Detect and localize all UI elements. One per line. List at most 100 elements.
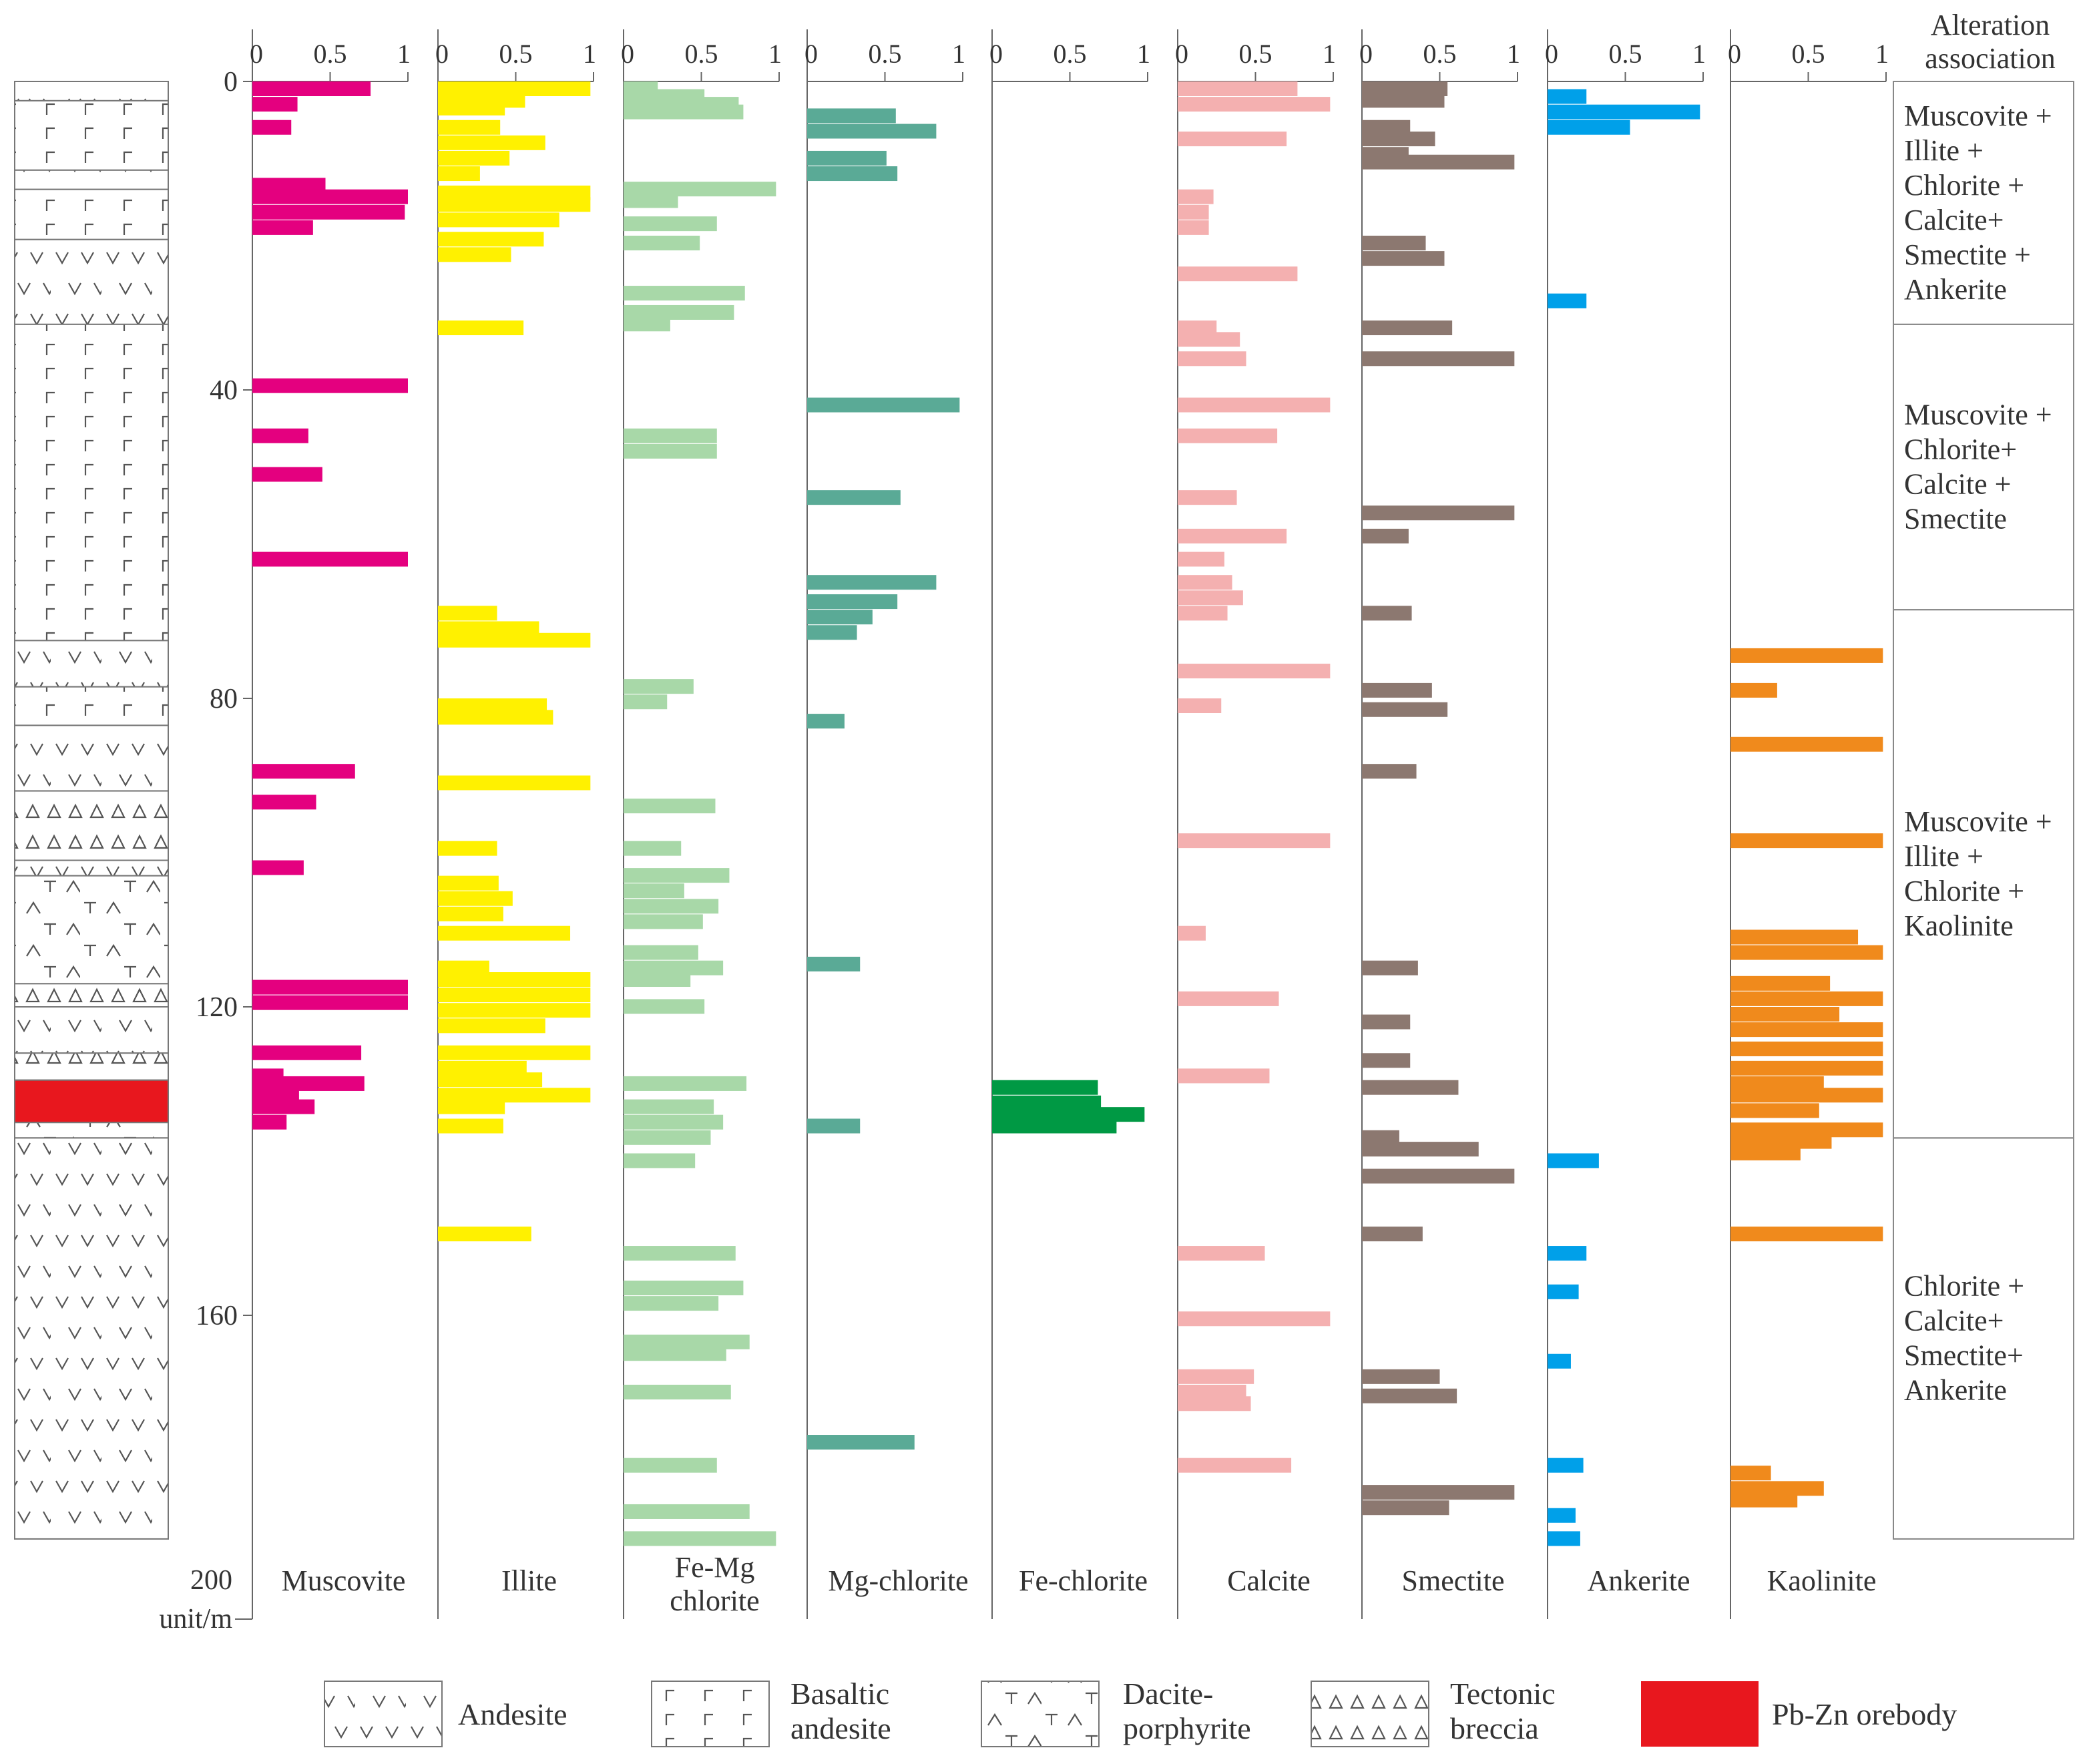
bar-mg-chlorite [807,956,861,971]
bar-kaolinite [1730,1481,1824,1496]
bar-illite [438,1018,545,1034]
bar-fe-mg-chlorite [624,1296,719,1311]
bar-smectite [1362,132,1435,147]
alteration-association-text: Chlorite + [1904,1270,2024,1303]
x-tick-label: 0 [989,39,1003,69]
x-tick-label: 1 [1323,39,1336,69]
bar-smectite [1362,682,1432,698]
bar-mg-chlorite [807,575,937,590]
bar-calcite [1178,220,1209,235]
alteration-association-text: Kaolinite [1904,909,2014,942]
bar-kaolinite [1730,975,1831,991]
alteration-association-text: Muscovite + [1904,99,2052,132]
x-tick-label: 1 [1875,39,1889,69]
bar-muscovite [252,120,292,135]
bar-illite [438,320,524,336]
column-label: Illite [501,1564,557,1597]
bar-smectite [1362,1053,1411,1068]
depth-axis-unit-label: unit/m [159,1604,232,1634]
bar-illite [438,135,545,150]
bar-fe-chlorite [992,1107,1145,1122]
bar-calcite [1178,1384,1246,1399]
bar-calcite [1178,397,1331,413]
bar-ankerite [1548,104,1700,120]
bar-muscovite [252,1088,299,1103]
bar-illite [438,606,497,621]
lithology-segment-dacite-porphyrite [14,1122,169,1139]
bar-kaolinite [1730,1088,1883,1103]
bar-smectite [1362,1369,1440,1384]
lithology-segment-andesite [14,1137,169,1540]
x-tick-label: 1 [768,39,782,69]
bar-mg-chlorite [807,150,887,166]
lithology-segment-andesite [14,859,169,877]
bar-fe-mg-chlorite [624,914,703,929]
alteration-association-box [1893,323,2074,611]
bar-ankerite [1548,293,1587,308]
bar-kaolinite [1730,1007,1840,1022]
bar-kaolinite [1730,1041,1883,1056]
bar-illite [438,972,591,987]
bar-calcite [1178,490,1237,505]
bar-fe-mg-chlorite [624,1346,726,1361]
bar-kaolinite [1730,1103,1819,1118]
lithology-segment-andesite [14,640,169,688]
column-label: Kaolinite [1767,1564,1877,1597]
bar-fe-mg-chlorite [624,679,694,694]
x-tick-label: 0 [1545,39,1558,69]
panel-smectite: 0 0.5 1 Smectite [1359,29,1520,1619]
bar-muscovite [252,178,326,193]
depth-tick-label: 80 [210,684,238,714]
bar-mg-chlorite [807,610,873,625]
bar-fe-mg-chlorite [624,1281,744,1296]
lithology-segment-dacite-porphyrite [14,875,169,985]
bar-calcite [1178,552,1224,567]
lithology-segment-andesite [14,169,169,190]
alteration-association-text: Calcite + [1904,468,2011,501]
bar-calcite [1178,1458,1292,1473]
bar-illite [438,775,591,791]
bar-illite [438,100,505,116]
bar-illite [438,1227,531,1242]
bar-smectite [1362,960,1418,975]
alteration-association-text: Chlorite + [1904,875,2024,907]
bar-fe-mg-chlorite [624,960,724,975]
bar-fe-mg-chlorite [624,1246,736,1261]
bar-calcite [1178,81,1298,96]
bar-muscovite [252,1114,287,1130]
bar-illite [438,81,591,96]
lithology-segment-basaltic-andesite [14,323,169,642]
bar-calcite [1178,320,1217,336]
lithology-segment-andesite [14,724,169,792]
bar-fe-mg-chlorite [624,216,717,232]
bar-fe-mg-chlorite [624,428,717,443]
bar-calcite [1178,132,1287,147]
bar-fe-mg-chlorite [624,799,716,814]
bar-calcite [1178,351,1246,367]
bar-fe-chlorite [992,1118,1117,1134]
bar-smectite [1362,764,1417,779]
column-label: Ankerite [1588,1564,1690,1597]
bar-ankerite [1548,1246,1587,1261]
x-tick-label: 0 [1175,39,1188,69]
bar-ankerite [1548,1284,1579,1299]
x-tick-label: 0 [435,39,449,69]
alteration-association-text: Ankerite [1904,273,2007,306]
panel-calcite: 0 0.5 1 Calcite [1175,29,1336,1619]
bar-illite [438,1118,503,1134]
bar-calcite [1178,664,1331,679]
x-tick-label: 1 [583,39,596,69]
bar-calcite [1178,1246,1265,1261]
x-tick-label: 1 [1507,39,1520,69]
bar-kaolinite [1730,1466,1771,1481]
bar-muscovite [252,979,408,995]
bar-smectite [1362,505,1515,521]
bar-fe-chlorite [992,1095,1102,1110]
panel-fe-chlorite: 0 0.5 1 Fe-chlorite [989,29,1150,1619]
bar-smectite [1362,81,1448,96]
depth-axis-bottom-value: 200 [190,1565,232,1596]
x-tick-label: 0.5 [499,39,533,69]
bar-smectite [1362,1500,1449,1516]
bar-illite [438,875,499,891]
bar-fe-mg-chlorite [624,1114,724,1130]
